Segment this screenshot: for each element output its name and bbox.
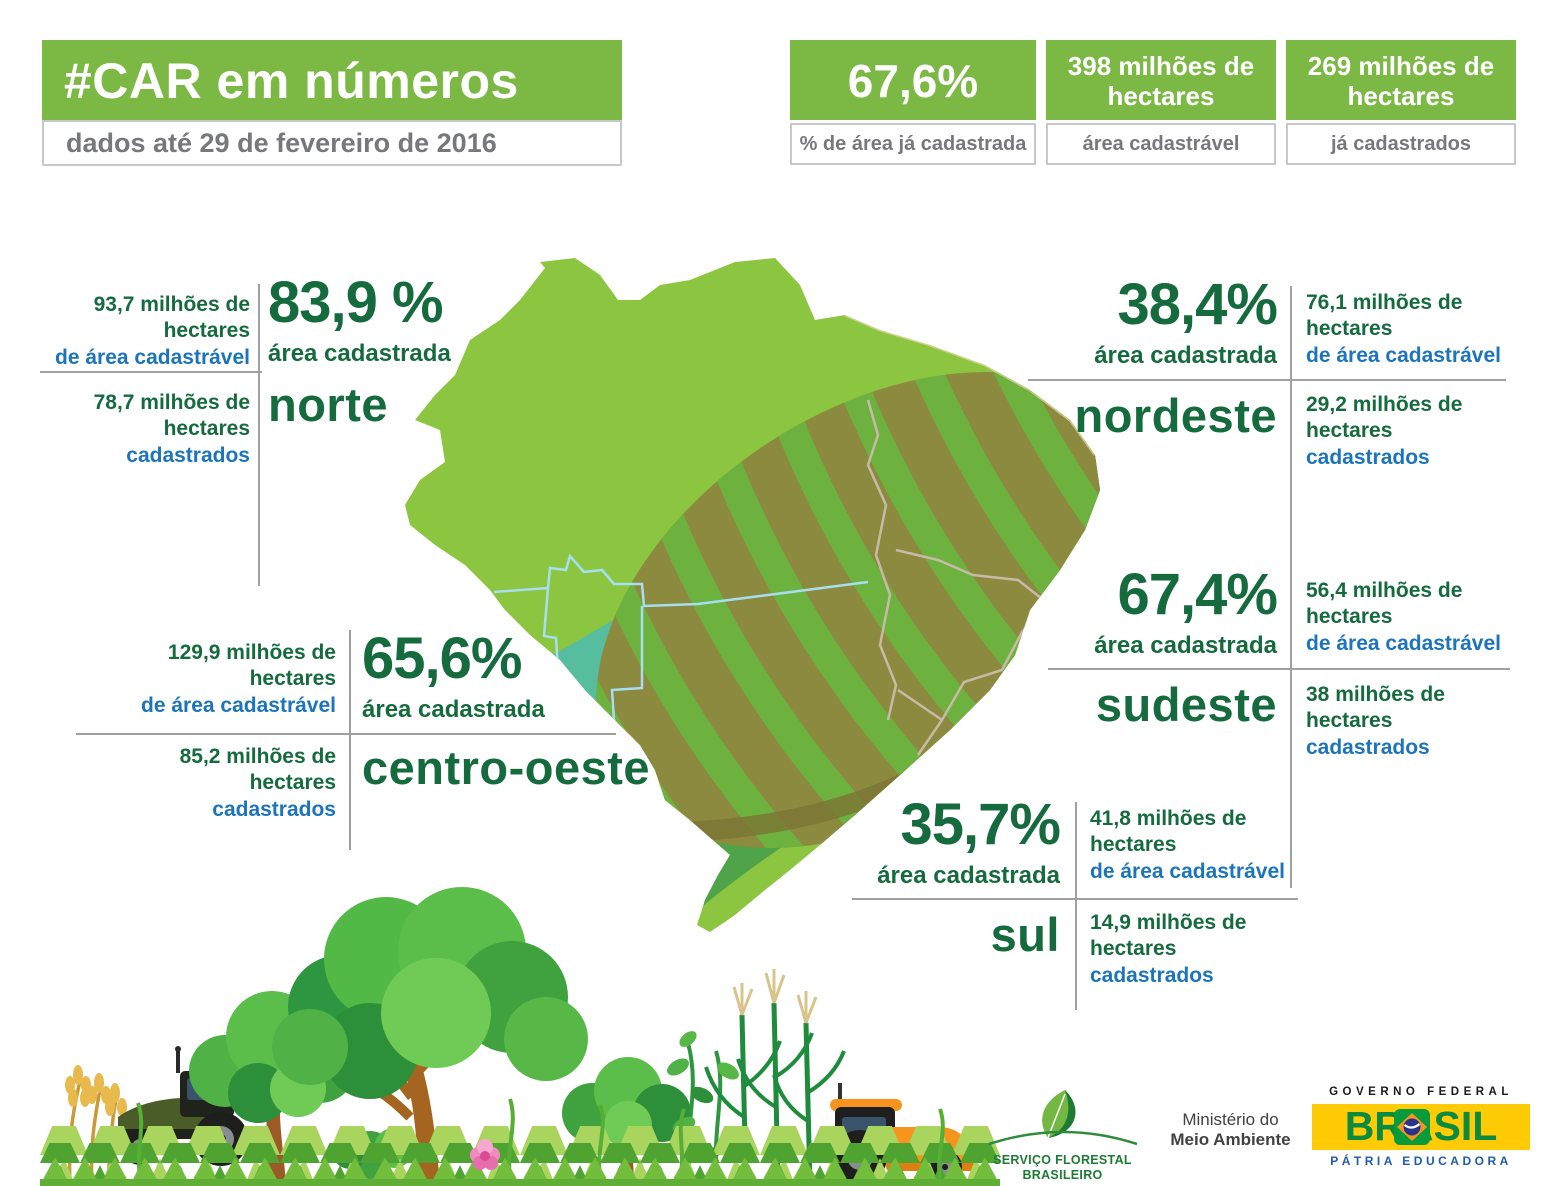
stat-value: 78,7 milhões de hectares — [93, 391, 250, 441]
nordeste-percent: 38,4% — [1117, 272, 1278, 337]
sul-region-name: sul — [990, 908, 1060, 961]
sudeste-region-name: sudeste — [1095, 678, 1277, 731]
leaf-icon — [988, 1090, 1138, 1146]
summary-label-percent: % de área já cadastrada — [790, 123, 1036, 165]
stat-value: 29,2 milhões de hectares — [1306, 393, 1463, 443]
centro-oeste-region-name: centro-oeste — [362, 741, 651, 794]
sfb-logo-line2: BRASILEIRO — [1022, 1168, 1103, 1182]
stat-value: 14,9 milhões de hectares — [1090, 911, 1247, 961]
summary-value-registrable: 398 milhões de hectares — [1046, 40, 1276, 120]
norte-divider-h — [40, 371, 262, 373]
centro-oeste-registered-stat: 85,2 milhões de hectares cadastrados — [110, 744, 336, 823]
centro-oeste-percent-label: área cadastrada — [362, 696, 545, 723]
brazil-map — [405, 258, 1100, 932]
centro-oeste-percent: 65,6% — [362, 626, 522, 691]
stat-value: 56,4 milhões de hectares — [1306, 579, 1463, 629]
sul-divider-v — [1075, 802, 1077, 1010]
norte-percent: 83,9 % — [268, 270, 444, 335]
stat-label: cadastrados — [1306, 445, 1430, 469]
centro-oeste-registrable-stat: 129,9 milhões de hectares de área cadast… — [110, 640, 336, 719]
norte-registrable-stat: 93,7 milhões de hectares de área cadastr… — [35, 292, 250, 371]
nordeste-divider-h — [1028, 379, 1506, 381]
summary-value-registered: 269 milhões de hectares — [1286, 40, 1516, 120]
northeast-coast-edge — [844, 313, 1097, 456]
norte-registered-stat: 78,7 milhões de hectares cadastrados — [35, 390, 250, 469]
brazil-flag-icon — [1394, 1109, 1430, 1145]
sul-percent-label: área cadastrada — [877, 862, 1060, 889]
sudeste-percent: 67,4% — [1117, 562, 1278, 627]
nordeste-registered-stat: 29,2 milhões de hectares cadastrados — [1306, 392, 1511, 471]
stat-label: cadastrados — [1090, 963, 1214, 987]
nordeste-region-name: nordeste — [1074, 389, 1277, 442]
stat-label: cadastrados — [1306, 735, 1430, 759]
stat-label: de área cadastrável — [141, 693, 336, 717]
stat-value: 129,9 milhões de hectares — [167, 641, 336, 691]
summary-value-percent: 67,6% — [790, 40, 1036, 120]
stat-label: cadastrados — [126, 443, 250, 467]
rural-illustration — [40, 887, 1000, 1186]
tree-icon — [272, 887, 588, 1186]
sudeste-percent-label: área cadastrada — [1094, 632, 1277, 659]
sudeste-registrable-stat: 56,4 milhões de hectares de área cadastr… — [1306, 578, 1511, 657]
sfb-logo-line1: SERVIÇO FLORESTAL — [993, 1153, 1132, 1167]
stat-label: de área cadastrável — [55, 345, 250, 369]
ministry-label: Ministério do Meio Ambiente — [1148, 1110, 1313, 1151]
sul-registrable-stat: 41,8 milhões de hectares de área cadastr… — [1090, 806, 1295, 885]
flower-icon — [470, 1139, 500, 1170]
sul-percent: 35,7% — [900, 792, 1061, 857]
centro-oeste-divider-v — [349, 630, 351, 850]
stat-value: 93,7 milhões de hectares — [93, 293, 250, 343]
nordeste-divider-v — [1290, 286, 1292, 592]
ministry-line1: Ministério do — [1182, 1110, 1279, 1129]
page-title: #CAR em números — [42, 40, 622, 120]
sul-registered-stat: 14,9 milhões de hectares cadastrados — [1090, 910, 1295, 989]
stat-value: 38 milhões de hectares — [1306, 683, 1445, 733]
centro-oeste-divider-h — [76, 733, 616, 735]
stat-value: 76,1 milhões de hectares — [1306, 291, 1463, 341]
stat-value: 85,2 milhões de hectares — [179, 745, 336, 795]
stat-label: de área cadastrável — [1090, 859, 1285, 883]
grass-icon — [40, 1098, 1000, 1186]
sudeste-registered-stat: 38 milhões de hectares cadastrados — [1306, 682, 1511, 761]
page-subtitle: dados até 29 de fevereiro de 2016 — [42, 120, 622, 166]
stat-label: de área cadastrável — [1306, 631, 1501, 655]
summary-label-registered: já cadastrados — [1286, 123, 1516, 165]
summary-label-registrable: área cadastrável — [1046, 123, 1276, 165]
stat-label: cadastrados — [212, 797, 336, 821]
norte-percent-label: área cadastrada — [268, 340, 451, 367]
sfb-logo: SERVIÇO FLORESTAL BRASILEIRO — [985, 1086, 1140, 1183]
brasil-logo-top-text: GOVERNO FEDERAL — [1329, 1086, 1513, 1098]
brasil-logo-band: BRASIL — [1312, 1104, 1530, 1150]
ministry-line2: Meio Ambiente — [1170, 1130, 1291, 1150]
brasil-logo-bottom-text: PÁTRIA EDUCADORA — [1330, 1154, 1512, 1168]
sul-divider-h — [852, 898, 1298, 900]
stat-label: de área cadastrável — [1306, 343, 1501, 367]
state-border-tan-1 — [866, 399, 898, 721]
brasil-logo: GOVERNO FEDERAL BRASIL PÁTRIA EDUCADORA — [1312, 1086, 1530, 1168]
stat-value: 41,8 milhões de hectares — [1090, 807, 1247, 857]
sudeste-divider-v — [1290, 570, 1292, 888]
nordeste-registrable-stat: 76,1 milhões de hectares de área cadastr… — [1306, 290, 1511, 369]
norte-region-name: norte — [268, 378, 388, 431]
nordeste-percent-label: área cadastrada — [1094, 342, 1277, 369]
sudeste-divider-h — [1048, 668, 1510, 670]
norte-divider-v — [258, 284, 260, 586]
